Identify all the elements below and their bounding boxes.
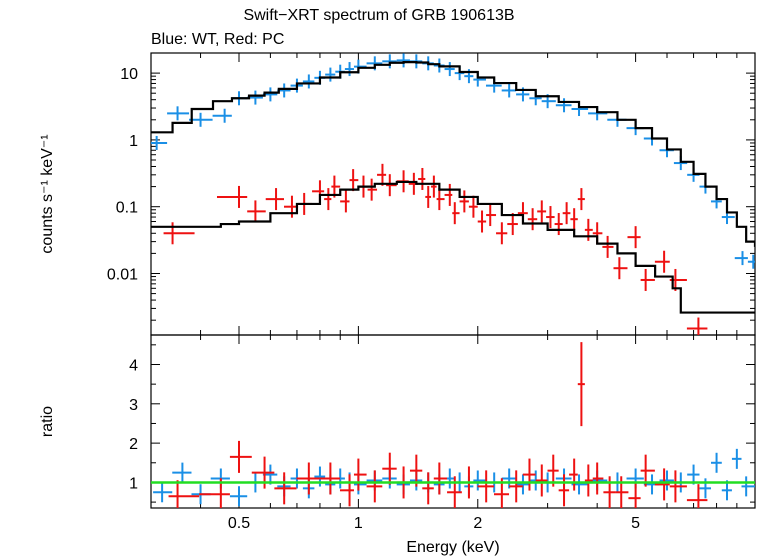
x-tick-label: 5 <box>631 515 640 532</box>
spectrum-panel-frame <box>150 52 756 336</box>
ratio-y-tick-label: 4 <box>129 357 138 374</box>
x-tick-label: 0.5 <box>228 515 250 532</box>
ratio-y-tick-label: 2 <box>129 436 138 453</box>
spectrum-y-tick-label: 1 <box>129 133 138 150</box>
ratio-plot-area <box>151 342 755 508</box>
spectrum-y-axis-label: counts s⁻¹ keV⁻¹ <box>39 134 56 253</box>
spectrum-plot-area <box>151 53 755 335</box>
chart-subtitle: Blue: WT, Red: PC <box>151 31 285 48</box>
ratio-panel-frame <box>150 334 756 509</box>
spectrum-y-tick-label: 0.1 <box>116 200 138 217</box>
ratio-y-tick-label: 1 <box>129 475 138 492</box>
x-axis-label: Energy (keV) <box>406 539 499 556</box>
chart-title: Swift−XRT spectrum of GRB 190613B <box>243 7 515 24</box>
ratio-y-axis-label: ratio <box>39 406 56 437</box>
pc-model-curve <box>151 180 755 314</box>
spectrum-y-tick-label: 0.01 <box>107 266 138 283</box>
ratio-y-tick-label: 3 <box>129 397 138 414</box>
x-tick-label: 1 <box>354 515 363 532</box>
wt-model-curve <box>151 61 755 247</box>
x-tick-label: 2 <box>473 515 482 532</box>
spectrum-y-tick-label: 10 <box>120 66 138 83</box>
